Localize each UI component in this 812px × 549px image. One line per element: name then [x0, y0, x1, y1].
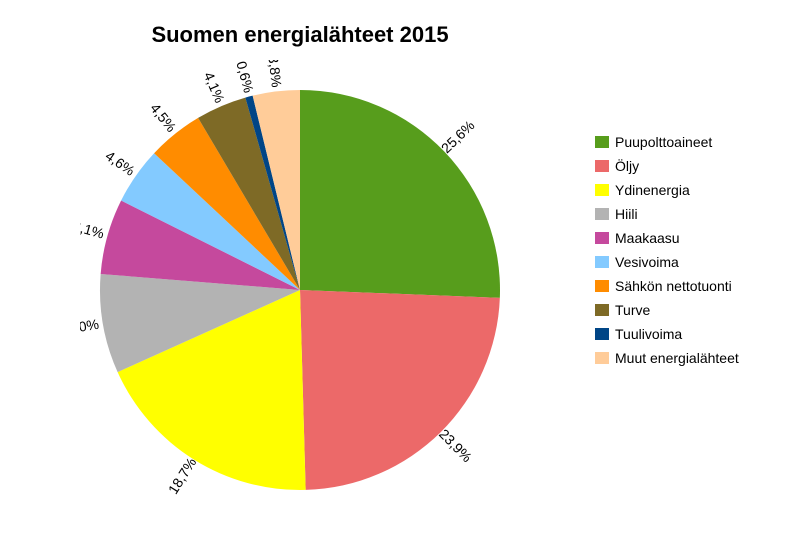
legend-item: Hiili [595, 202, 739, 226]
legend-label: Ydinenergia [615, 182, 690, 198]
slice-label: 4,5% [147, 100, 179, 135]
slice-label: 4,1% [201, 70, 228, 106]
legend-item: Maakaasu [595, 226, 739, 250]
legend-label: Muut energialähteet [615, 350, 739, 366]
slice-label: 8,0% [80, 316, 100, 337]
legend-item: Vesivoima [595, 250, 739, 274]
slice-label: 3,8% [265, 60, 285, 88]
pie-svg: 25,6% 23,9% 18,7% 8,0% 6,1% 4,6% 4,5% 4,1%0,6% 3… [80, 60, 560, 530]
legend-swatch [595, 184, 609, 196]
legend-item: Muut energialähteet [595, 346, 739, 370]
slice-label: 6,1% [80, 218, 106, 242]
legend-item: Puupolttoaineet [595, 130, 739, 154]
legend-label: Öljy [615, 158, 639, 174]
legend-swatch [595, 136, 609, 148]
legend-item: Sähkön nettotuonti [595, 274, 739, 298]
legend-swatch [595, 232, 609, 244]
slice-label: 23,9% [436, 426, 475, 465]
slice-label: 18,7% [165, 455, 200, 497]
legend-item: Ydinenergia [595, 178, 739, 202]
legend-label: Vesivoima [615, 254, 679, 270]
legend-label: Turve [615, 302, 650, 318]
legend-swatch [595, 160, 609, 172]
slice-label: 25,6% [438, 117, 478, 156]
legend-label: Maakaasu [615, 230, 680, 246]
legend-label: Tuulivoima [615, 326, 682, 342]
legend-label: Puupolttoaineet [615, 134, 712, 150]
legend-label: Hiili [615, 206, 638, 222]
legend-item: Öljy [595, 154, 739, 178]
legend-swatch [595, 208, 609, 220]
slice-label: 4,6% [103, 147, 138, 178]
slice-label: 0,6% [233, 60, 257, 94]
legend-label: Sähkön nettotuonti [615, 278, 732, 294]
energy-pie-chart: Suomen energialähteet 2015 25,6% 23,9% 18,… [0, 0, 812, 549]
legend-swatch [595, 328, 609, 340]
chart-title: Suomen energialähteet 2015 [0, 22, 600, 48]
legend-item: Tuulivoima [595, 322, 739, 346]
legend-swatch [595, 352, 609, 364]
legend: Puupolttoaineet Öljy Ydinenergia Hiili Maaka… [595, 130, 739, 370]
legend-item: Turve [595, 298, 739, 322]
legend-swatch [595, 304, 609, 316]
legend-swatch [595, 256, 609, 268]
legend-swatch [595, 280, 609, 292]
pie-slice [300, 290, 500, 490]
